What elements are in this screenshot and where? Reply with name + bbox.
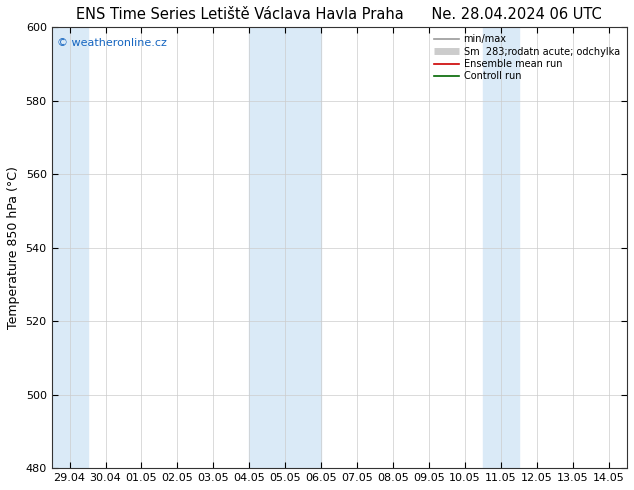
Bar xyxy=(249,27,321,468)
Text: © weatheronline.cz: © weatheronline.cz xyxy=(57,38,167,49)
Y-axis label: Temperature 850 hPa (°C): Temperature 850 hPa (°C) xyxy=(7,166,20,329)
Legend: min/max, Sm  283;rodatn acute; odchylka, Ensemble mean run, Controll run: min/max, Sm 283;rodatn acute; odchylka, … xyxy=(432,32,622,83)
Bar xyxy=(51,27,87,468)
Bar xyxy=(483,27,519,468)
Title: ENS Time Series Letiště Václava Havla Praha      Ne. 28.04.2024 06 UTC: ENS Time Series Letiště Václava Havla Pr… xyxy=(76,7,602,22)
